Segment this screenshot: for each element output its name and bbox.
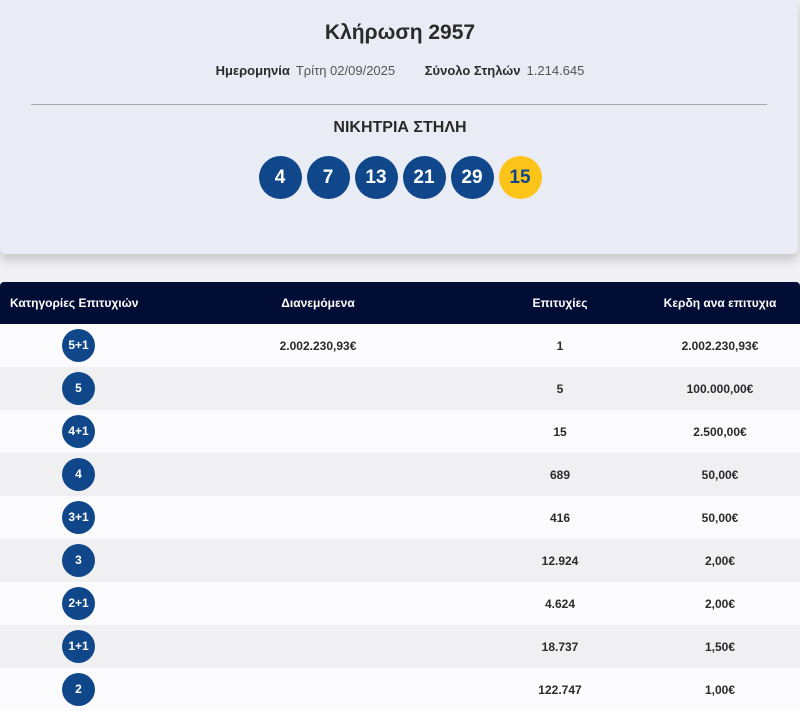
number-ball: 21	[402, 156, 446, 199]
winners-cell: 15	[553, 425, 567, 439]
prize-cell: 2,00€	[704, 554, 736, 568]
date-label: Ημερομηνία	[215, 63, 290, 78]
winning-numbers: 4 7 13 21 29 15	[0, 156, 800, 199]
winners-cell: 122.747	[538, 683, 582, 697]
winning-column-title: ΝΙΚΗΤΡΙΑ ΣΤΗΛΗ	[333, 119, 467, 136]
columns-value: 1.214.645	[526, 63, 585, 78]
table-row: 2 122.747 1,00€	[0, 668, 800, 711]
table-row: 5+1 2.002.230,93€ 1 2.002.230,93€	[0, 324, 800, 367]
draw-meta: Ημερομηνία Τρίτη 02/09/2025 Σύνολο Στηλών…	[0, 63, 800, 78]
category-badge: 2	[62, 673, 95, 706]
category-badge: 4	[62, 458, 95, 491]
table-row: 3 12.924 2,00€	[0, 539, 800, 582]
joker-ball: 15	[498, 156, 542, 199]
winners-cell: 416	[549, 511, 571, 525]
prize-cell: 50,00€	[701, 468, 739, 482]
category-badge: 2+1	[62, 587, 95, 620]
category-badge: 3+1	[62, 501, 95, 534]
table-row: 5 5 100.000,00€	[0, 367, 800, 410]
winners-cell: 1	[556, 339, 564, 353]
category-badge: 5	[62, 372, 95, 405]
divider	[31, 104, 767, 105]
table-row: 3+1 416 50,00€	[0, 496, 800, 539]
prize-cell: 50,00€	[701, 511, 739, 525]
distributed-cell: 2.002.230,93€	[279, 339, 357, 353]
winners-cell: 4.624	[544, 597, 576, 611]
table-row: 2+1 4.624 2,00€	[0, 582, 800, 625]
table-header: Κατηγορίες Επιτυχιών Διανεμόμενα Επιτυχί…	[0, 282, 800, 324]
number-ball: 7	[306, 156, 350, 199]
draw-title: Κλήρωση 2957	[324, 21, 476, 44]
winners-cell: 689	[549, 468, 571, 482]
prize-cell: 100.000,00€	[686, 382, 754, 396]
category-badge: 4+1	[62, 415, 95, 448]
winners-cell: 18.737	[541, 640, 579, 654]
prize-cell: 2.500,00€	[693, 425, 747, 439]
draw-date: Ημερομηνία Τρίτη 02/09/2025	[216, 63, 396, 78]
number-ball: 13	[354, 156, 398, 199]
category-badge: 1+1	[62, 630, 95, 663]
date-value: Τρίτη 02/09/2025	[295, 63, 396, 78]
header-winners: Επιτυχίες	[532, 296, 588, 310]
table-row: 4 689 50,00€	[0, 453, 800, 496]
prize-cell: 1,50€	[704, 640, 736, 654]
number-ball: 29	[450, 156, 494, 199]
header-distributed: Διανεμόμενα	[281, 296, 355, 310]
table-row: 4+1 15 2.500,00€	[0, 410, 800, 453]
number-ball: 4	[258, 156, 302, 199]
draw-card: Κλήρωση 2957 Ημερομηνία Τρίτη 02/09/2025 …	[0, 0, 798, 254]
table-row: 1+1 18.737 1,50€	[0, 625, 800, 668]
header-prize: Κερδη ανα επιτυχια	[663, 296, 777, 310]
prize-table: Κατηγορίες Επιτυχιών Διανεμόμενα Επιτυχί…	[0, 282, 800, 711]
winners-cell: 5	[556, 382, 564, 396]
winners-cell: 12.924	[541, 554, 579, 568]
header-category: Κατηγορίες Επιτυχιών	[10, 296, 139, 310]
prize-cell: 2,00€	[704, 597, 736, 611]
category-badge: 3	[62, 544, 95, 577]
columns-label: Σύνολο Στηλών	[424, 63, 521, 78]
prize-cell: 1,00€	[704, 683, 736, 697]
prize-cell: 2.002.230,93€	[681, 339, 759, 353]
category-badge: 5+1	[62, 329, 95, 362]
draw-columns: Σύνολο Στηλών 1.214.645	[425, 63, 585, 78]
